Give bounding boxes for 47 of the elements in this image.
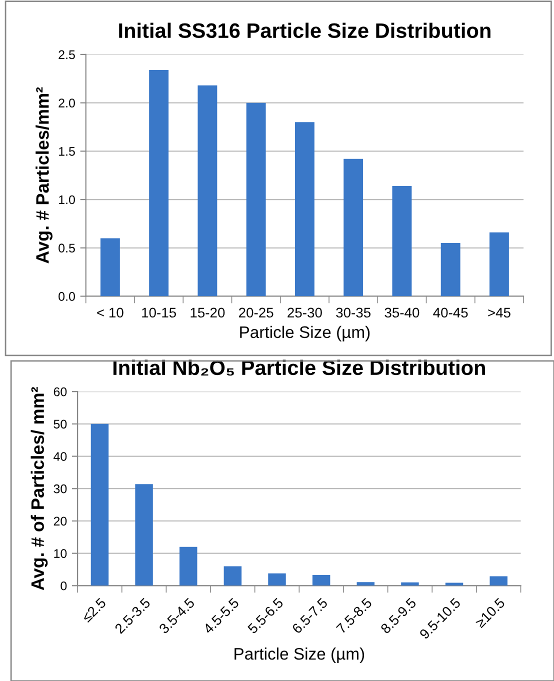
x-tick-label: 15-20 bbox=[190, 308, 225, 318]
y-tick-label: 0 bbox=[60, 581, 67, 590]
bar bbox=[445, 582, 464, 586]
y-axis-title: Avg. # Particles/mm² bbox=[36, 87, 53, 264]
y-tick-label: 1.5 bbox=[59, 147, 75, 156]
bar bbox=[344, 158, 364, 296]
x-tick-label: 40-45 bbox=[433, 308, 468, 318]
x-axis-title: Particle Size (µm) bbox=[240, 326, 370, 342]
chart-title: Initial SS316 Particle Size Distribution bbox=[119, 22, 490, 38]
y-tick-label: 0.5 bbox=[58, 244, 75, 253]
x-tick-label: 20-25 bbox=[239, 308, 274, 318]
bar bbox=[90, 424, 109, 586]
bar bbox=[401, 582, 419, 586]
y-tick-label: 1.0 bbox=[59, 195, 75, 204]
bar bbox=[224, 566, 242, 586]
bar bbox=[294, 122, 314, 296]
y-tick-label: 2.0 bbox=[58, 98, 75, 108]
bar bbox=[179, 546, 198, 586]
y-tick-label: 20 bbox=[54, 516, 67, 526]
bar bbox=[440, 243, 460, 296]
x-axis-title: Particle Size (µm) bbox=[234, 648, 364, 664]
x-tick-label: 35-40 bbox=[384, 308, 420, 318]
x-tick-label: 25-30 bbox=[288, 308, 322, 318]
bar bbox=[490, 576, 508, 586]
bar bbox=[135, 484, 153, 586]
chart-title: Initial Nb₂O₅ Particle Size Distribution bbox=[113, 360, 485, 376]
x-tick-label: 10-15 bbox=[142, 308, 176, 318]
bar bbox=[246, 102, 266, 296]
x-tick-label: < 10 bbox=[97, 308, 124, 318]
bar bbox=[268, 573, 286, 586]
y-tick-label: 2.5 bbox=[58, 50, 75, 60]
y-tick-label: 0.0 bbox=[58, 292, 75, 301]
bar bbox=[198, 85, 218, 296]
x-tick-label: 30-35 bbox=[336, 308, 371, 318]
y-tick-label: 30 bbox=[54, 484, 67, 494]
bar bbox=[100, 238, 120, 296]
bar bbox=[149, 70, 169, 296]
bar bbox=[312, 574, 330, 586]
bar bbox=[356, 582, 375, 586]
y-axis-title: Avg. # of Particles/ mm² bbox=[30, 386, 48, 590]
y-tick-label: 50 bbox=[54, 420, 67, 429]
x-tick-label: >45 bbox=[488, 308, 510, 318]
y-tick-label: 60 bbox=[54, 387, 67, 396]
bar bbox=[489, 232, 509, 296]
y-tick-label: 10 bbox=[54, 549, 67, 558]
y-tick-label: 40 bbox=[54, 452, 67, 461]
bar bbox=[392, 186, 412, 296]
